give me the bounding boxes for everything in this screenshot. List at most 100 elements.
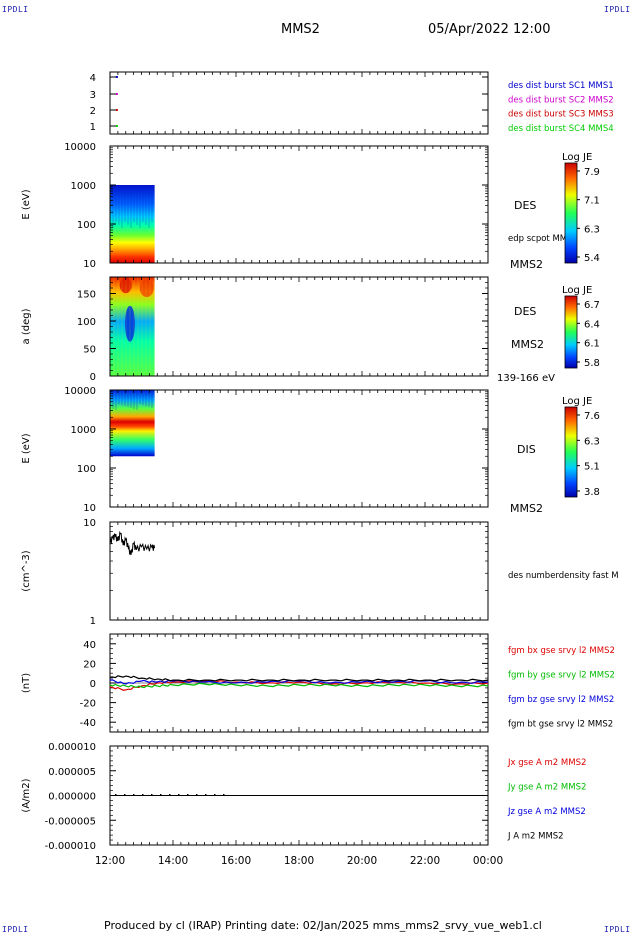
- x-tick-label: 14:00: [158, 855, 188, 867]
- y-tick-label: 100: [77, 220, 96, 231]
- y-axis-label: E (eV): [21, 189, 32, 219]
- y-tick-label: 10000: [64, 142, 96, 153]
- colorbar-tick-label: 7.9: [584, 167, 600, 178]
- des-energy-spectrogram: [110, 185, 155, 263]
- colorbar-tick-label: 6.7: [584, 300, 600, 311]
- legend-entry: fgm bz gse srvy l2 MMS2: [508, 695, 614, 705]
- legend-entry: des dist burst SC3 MMS3: [508, 110, 614, 120]
- panel-sublabel: edp scpot MMS2: [508, 234, 578, 244]
- legend-entry: des dist burst SC1 MMS1: [508, 81, 614, 91]
- y-tick-label: 10: [83, 259, 96, 270]
- density-series-line: [109, 530, 156, 556]
- current-marker: [223, 794, 225, 796]
- y-tick-label: 100: [77, 464, 96, 475]
- y-axis-label: (A/m2): [21, 778, 32, 812]
- burst-marker: [115, 76, 118, 78]
- colorbar-tick-label: 6.1: [584, 339, 600, 350]
- legend-entry: Jy gse A m2 MMS2: [507, 783, 586, 793]
- y-tick-label: 0.000000: [48, 792, 96, 803]
- colorbar: [564, 406, 578, 498]
- legend-entry: fgm bt gse srvy l2 MMS2: [508, 720, 613, 730]
- y-tick-label: 0: [90, 679, 96, 690]
- pitch-feature: [124, 305, 135, 342]
- y-tick-label: -40: [80, 718, 96, 729]
- x-tick-label: 20:00: [347, 855, 377, 867]
- corner-label-bottom-left: IPDLI: [2, 925, 29, 934]
- y-tick-label: 0.000005: [48, 767, 96, 778]
- y-tick-label: 3: [90, 90, 96, 101]
- panel-frame: [109, 145, 489, 264]
- colorbar-tick-label: 6.4: [584, 319, 600, 330]
- y-tick-label: 50: [83, 345, 96, 356]
- current-marker: [151, 794, 153, 796]
- y-tick-label: -0.000005: [45, 816, 96, 827]
- colorbar-title: Log JE: [562, 396, 592, 407]
- panel-frame: [109, 389, 489, 508]
- current-marker: [124, 794, 126, 796]
- burst-marker: [115, 109, 118, 111]
- spacecraft-title: MMS2: [281, 22, 320, 37]
- x-tick-label: 00:00: [473, 855, 503, 867]
- y-tick-label: 1000: [71, 425, 96, 436]
- corner-label-top-left: IPDLI: [2, 5, 29, 14]
- colorbar-tick-label: 5.4: [584, 253, 600, 264]
- y-tick-label: 0.000010: [48, 742, 96, 753]
- colorbar-tick-label: 6.3: [584, 436, 600, 447]
- colorbar-title: Log JE: [562, 285, 592, 296]
- current-marker: [133, 794, 135, 796]
- date-title: 05/Apr/2022 12:00: [428, 22, 551, 37]
- panel-label-des: DES: [514, 199, 536, 212]
- current-marker: [178, 794, 180, 796]
- burst-marker: [115, 125, 118, 127]
- panel-label-des: DES: [514, 305, 536, 318]
- panel-frame: [109, 71, 489, 135]
- burst-marker: [115, 93, 118, 95]
- legend-entry: des dist burst SC4 MMS4: [508, 124, 614, 134]
- y-axis-label: E (eV): [21, 433, 32, 463]
- y-tick-label: 0: [90, 372, 96, 383]
- y-axis-label: a (deg): [21, 308, 32, 344]
- y-tick-label: 1: [90, 122, 96, 133]
- x-tick-label: 22:00: [410, 855, 440, 867]
- y-tick-label: 2: [90, 106, 96, 117]
- colorbar-tick-label: 5.1: [584, 462, 600, 473]
- legend-entry: fgm by gse srvy l2 MMS2: [508, 671, 615, 681]
- x-tick-label: 16:00: [221, 855, 251, 867]
- panel-bottom-label: MMS2: [510, 258, 543, 271]
- colorbar: [564, 295, 578, 369]
- current-marker: [205, 794, 207, 796]
- pitch-feature: [139, 279, 154, 297]
- y-tick-label: 150: [77, 290, 96, 301]
- y-axis-label: (cm^-3): [21, 550, 32, 591]
- panel-frame: [109, 276, 489, 377]
- y-axis-label: (nT): [21, 673, 32, 693]
- corner-label-top-right: IPDLI: [604, 5, 630, 14]
- colorbar-tick-label: 6.3: [584, 224, 600, 235]
- y-tick-label: -0.000010: [45, 841, 96, 852]
- x-tick-label: 18:00: [284, 855, 314, 867]
- panel-sublabel: MMS2: [511, 338, 544, 351]
- dis-energy-spectrogram: [110, 390, 155, 457]
- colorbar-tick-label: 7.6: [584, 411, 600, 422]
- current-marker: [142, 794, 144, 796]
- y-tick-label: 40: [83, 640, 96, 651]
- legend-entry: des numberdensity fast M: [508, 571, 619, 581]
- pitch-feature: [119, 277, 132, 294]
- footer-credit: Produced by cl (IRAP) Printing date: 02/…: [104, 919, 542, 932]
- legend-entry: fgm bx gse srvy l2 MMS2: [508, 646, 615, 656]
- current-marker: [115, 794, 117, 796]
- y-tick-label: -20: [80, 699, 96, 710]
- fgm-series-line: [109, 675, 489, 682]
- legend-entry: des dist burst SC2 MMS2: [508, 95, 614, 105]
- y-tick-label: 10000: [64, 386, 96, 397]
- current-marker: [214, 794, 216, 796]
- colorbar: [564, 162, 578, 264]
- panel-frame: [109, 521, 489, 621]
- colorbar-tick-label: 3.8: [584, 487, 600, 498]
- y-tick-label: 10: [83, 518, 96, 529]
- panel-bottom-label: 139-166 eV: [497, 373, 555, 384]
- y-tick-label: 100: [77, 317, 96, 328]
- current-marker: [160, 794, 162, 796]
- colorbar-title: Log JE: [562, 152, 592, 163]
